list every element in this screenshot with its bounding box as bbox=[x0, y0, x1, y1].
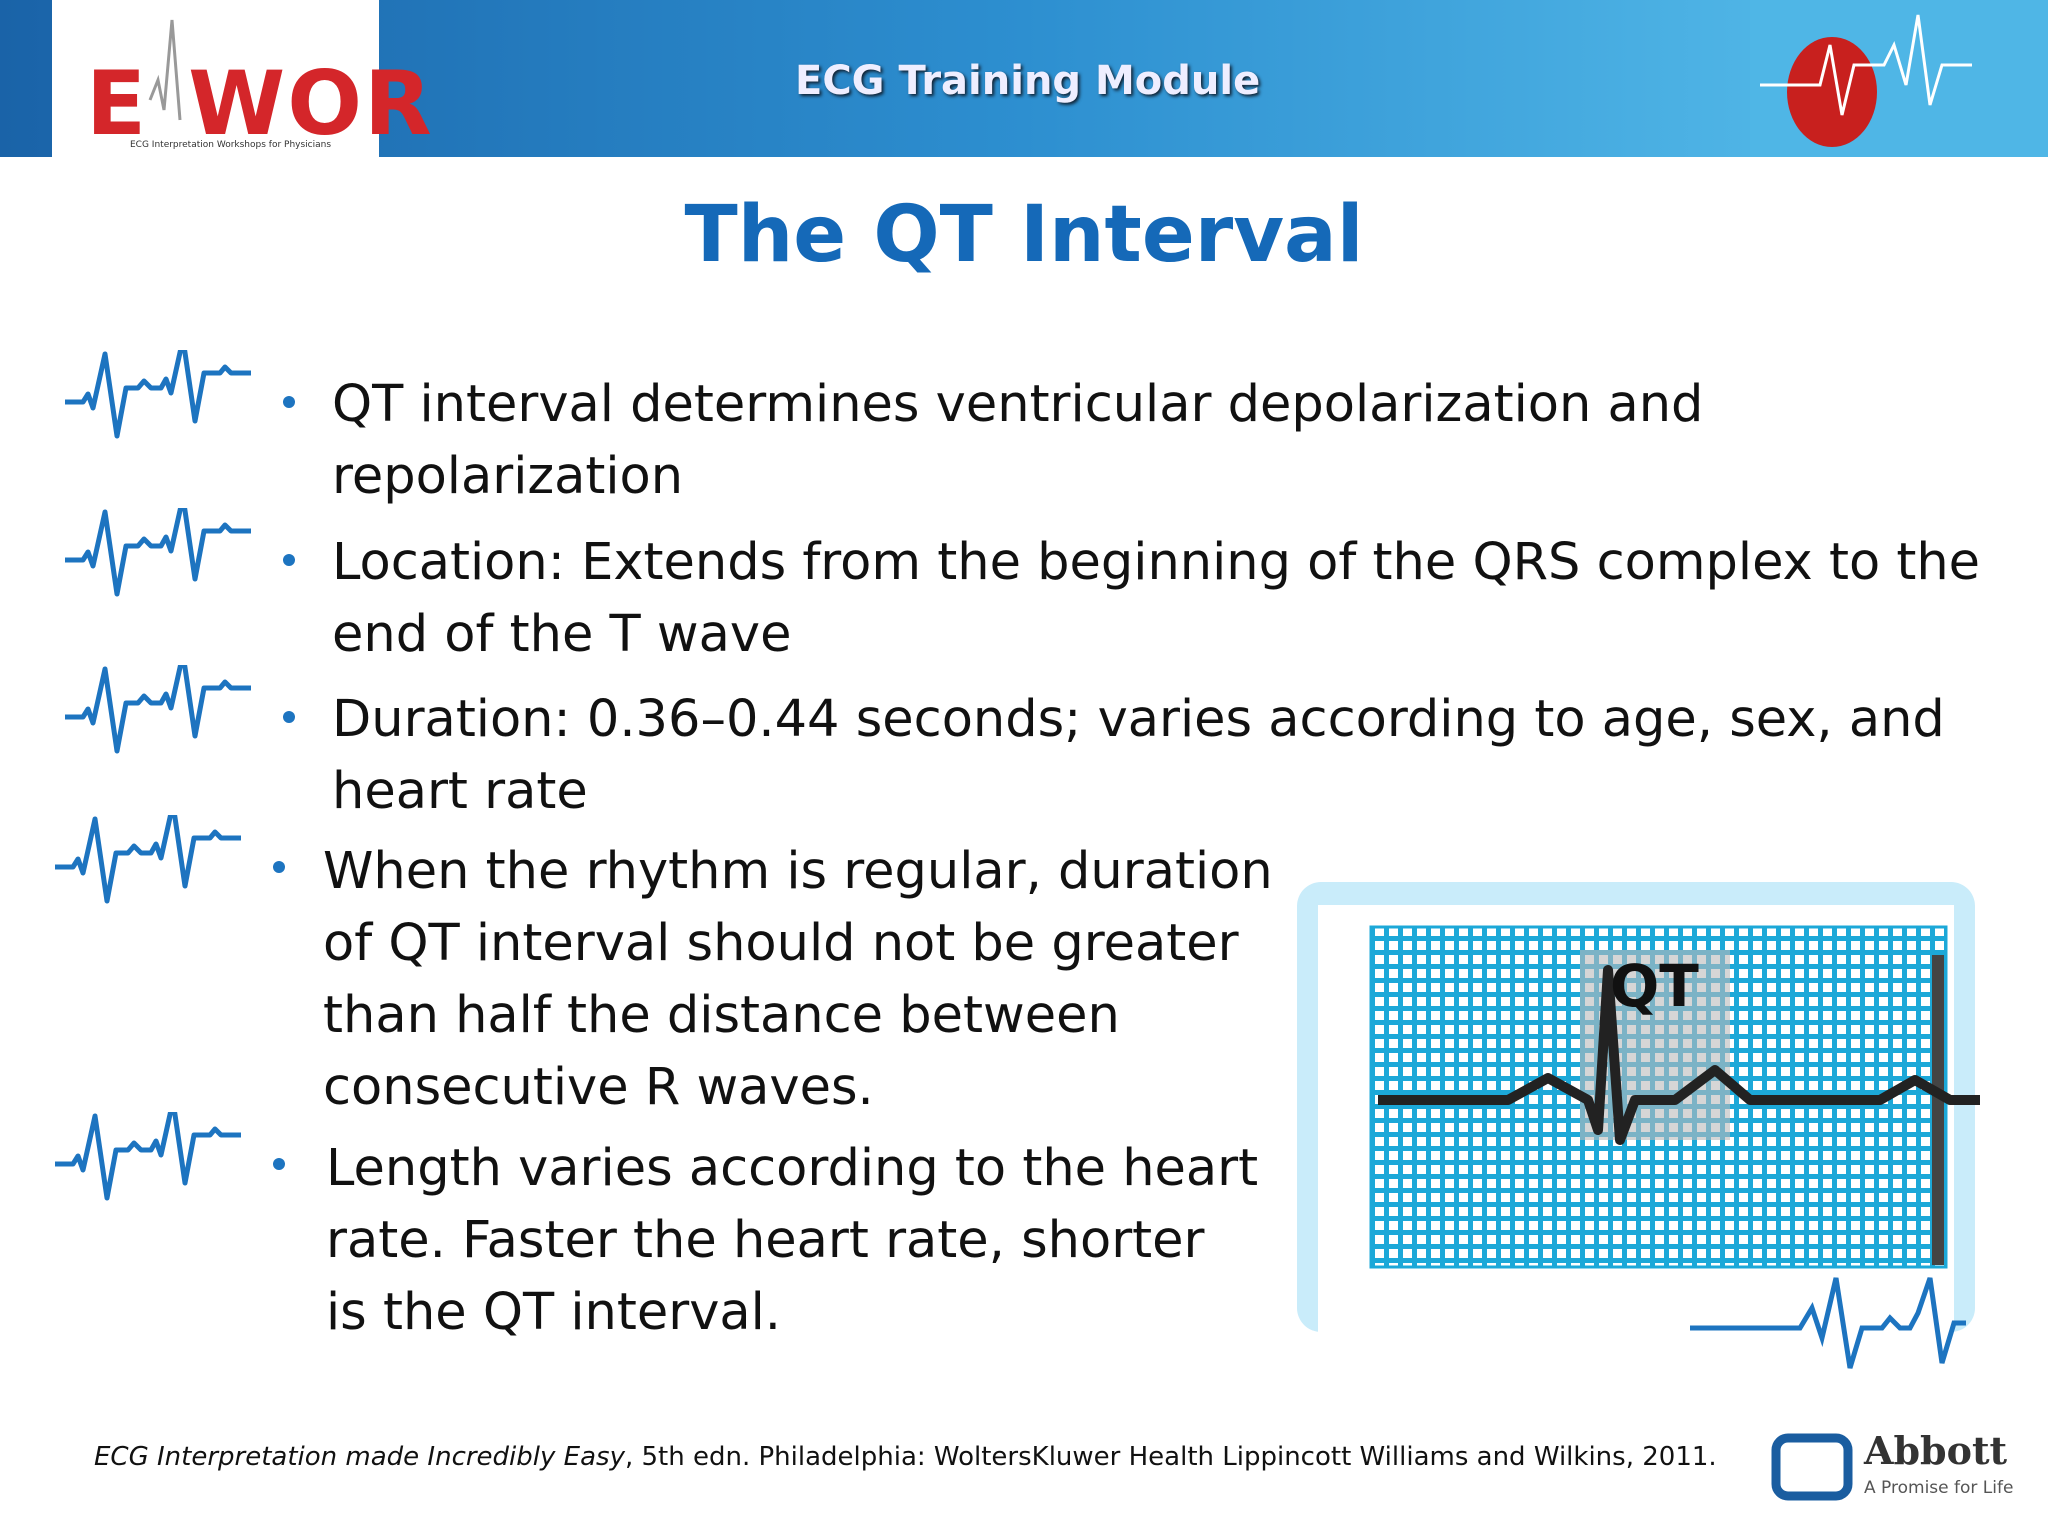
logo-spike bbox=[148, 19, 182, 121]
figure-ecg bbox=[1690, 1277, 1966, 1369]
bullet-line: Location: Extends from the beginning of … bbox=[332, 533, 1981, 592]
bullet-icon bbox=[55, 1101, 285, 1198]
bullet-line: than half the distance between bbox=[323, 986, 1120, 1045]
grid-edge bbox=[1932, 955, 1944, 1265]
figure-label: QT bbox=[1610, 952, 1699, 1020]
bullet-icon bbox=[65, 654, 295, 751]
citation-rest: , 5th edn. Philadelphia: WoltersKluwer H… bbox=[624, 1442, 1717, 1472]
bullet-line: repolarization bbox=[332, 447, 684, 506]
bullet-line: heart rate bbox=[332, 762, 588, 821]
abbott-mark bbox=[1771, 1433, 1853, 1501]
ecg-trace bbox=[1378, 965, 1980, 1145]
bullet-icon bbox=[65, 339, 295, 436]
bullet-line: consecutive R waves. bbox=[323, 1058, 874, 1117]
logo-left: E bbox=[86, 52, 149, 155]
bullet-line: end of the T wave bbox=[332, 605, 792, 664]
bullet: When the rhythm is regular, duration of Q… bbox=[323, 836, 1273, 1124]
bullet: Length varies according to the heart rate… bbox=[326, 1133, 1258, 1349]
logo-box bbox=[52, 0, 379, 157]
logo-tagline: ECG Interpretation Workshops for Physici… bbox=[130, 140, 332, 150]
header-ecg bbox=[1760, 14, 1972, 116]
citation-title: ECG Interpretation made Incredibly Easy bbox=[94, 1442, 625, 1472]
bullet-line: of QT interval should not be greater bbox=[323, 914, 1239, 973]
bullet: Duration: 0.36–0.44 seconds; varies acco… bbox=[332, 684, 1945, 828]
brand-name: Abbott bbox=[1864, 1428, 2008, 1473]
citation: ECG Interpretation made Incredibly Easy,… bbox=[94, 1442, 1717, 1472]
bullet-line: Duration: 0.36–0.44 seconds; varies acco… bbox=[332, 690, 1945, 749]
logo-text: E WOR bbox=[86, 52, 434, 155]
bullet-icon bbox=[55, 804, 285, 901]
bullet-icon bbox=[65, 497, 295, 594]
bullet: QT interval determines ventricular depol… bbox=[332, 369, 1703, 513]
bullet: Location: Extends from the beginning of … bbox=[332, 527, 1980, 671]
logo-right: WOR bbox=[188, 52, 434, 155]
bullet-line: Length varies according to the heart bbox=[326, 1139, 1259, 1198]
brand-tagline: A Promise for Life bbox=[1864, 1478, 2014, 1498]
bullet-line: QT interval determines ventricular depol… bbox=[332, 375, 1704, 434]
bullet-line: is the QT interval. bbox=[326, 1283, 782, 1342]
header-title: ECG Training Module bbox=[795, 58, 1261, 104]
bullet-line: rate. Faster the heart rate, shorter bbox=[326, 1211, 1205, 1270]
slide-title: The QT Interval bbox=[684, 190, 1364, 280]
bullet-line: When the rhythm is regular, duration bbox=[323, 842, 1273, 901]
